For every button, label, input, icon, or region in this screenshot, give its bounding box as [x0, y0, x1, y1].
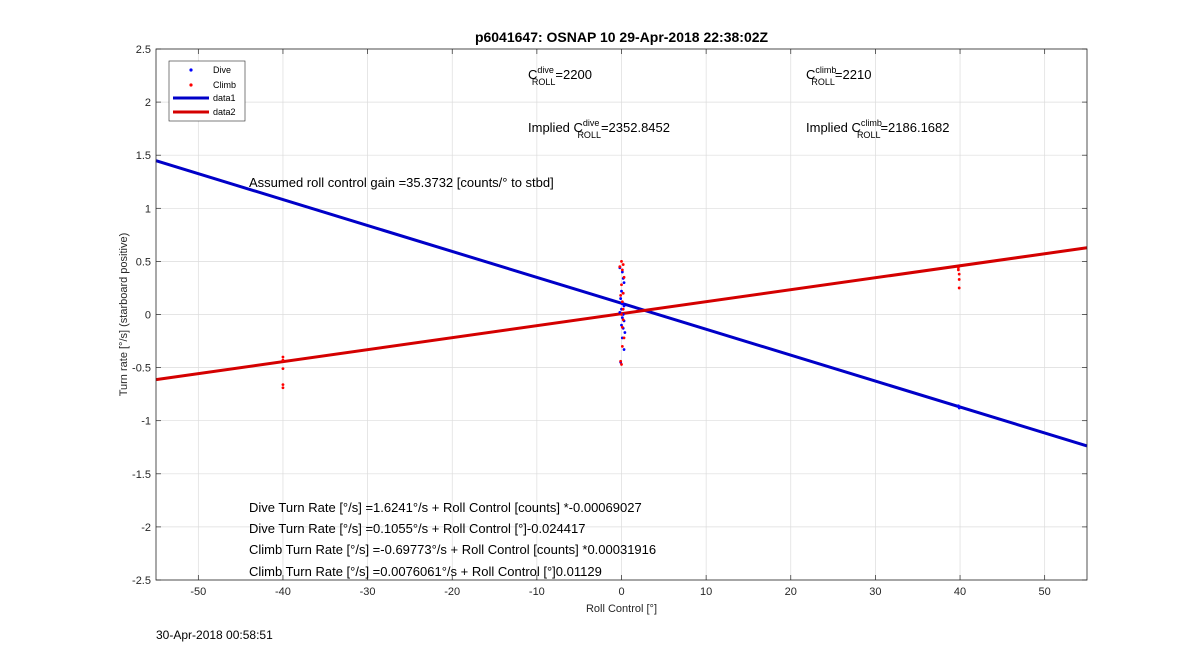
- data-point-climb: [957, 272, 961, 276]
- data-point-climb: [620, 313, 623, 316]
- fit-line-2: Dive Turn Rate [°/s] =0.1055°/s + Roll C…: [249, 521, 585, 536]
- data-point-climb: [957, 278, 961, 281]
- data-point-climb: [957, 286, 961, 290]
- ticks: -50 -40 -30 -20 -10 0 10 20 30 40 50-2.5-2-1.5-1-0…: [132, 44, 1087, 598]
- x-tick-label: 50: [1039, 586, 1051, 598]
- data-point-dive: [957, 406, 961, 410]
- data-point-climb: [620, 300, 624, 304]
- data-point-dive: [620, 270, 624, 274]
- series-layer: [155, 159, 1088, 448]
- fit-line-3: Climb Turn Rate [°/s] =-0.69773°/s + Rol…: [249, 542, 656, 557]
- data-point-dive: [622, 348, 626, 351]
- data-point-dive: [620, 316, 624, 320]
- data-point-climb: [619, 359, 623, 363]
- data-point-dive: [956, 404, 960, 408]
- x-axis-label: Roll Control [°]: [586, 603, 657, 615]
- y-tick-label: -1.5: [132, 469, 151, 481]
- data-point-climb: [620, 325, 624, 329]
- data-point-climb: [281, 383, 285, 386]
- x-tick-label: -50: [190, 586, 206, 598]
- data-point-climb: [620, 268, 624, 272]
- data-point-climb: [621, 307, 625, 311]
- data-point-climb: [622, 275, 626, 279]
- data-point-dive: [619, 297, 623, 300]
- legend-dive-marker: [189, 68, 193, 72]
- legend-climb-label: Climb: [213, 80, 236, 90]
- data-point-dive: [622, 304, 626, 308]
- x-tick-label: -20: [444, 586, 460, 598]
- data-point-climb: [620, 363, 623, 366]
- chart-title: p6041647: OSNAP 10 29-Apr-2018 22:38:02Z: [475, 29, 769, 45]
- y-tick-label: 2: [145, 97, 151, 109]
- legend-data2-label: data2: [213, 107, 236, 117]
- data-point-climb: [620, 260, 623, 263]
- data-point-climb: [956, 266, 960, 270]
- legend-data1-label: data1: [213, 93, 236, 103]
- y-tick-label: -1: [141, 416, 151, 428]
- y-tick-label: -2: [141, 522, 151, 534]
- data-point-climb: [281, 355, 285, 359]
- data-point-dive: [620, 289, 623, 293]
- x-tick-label: -10: [529, 586, 545, 598]
- data-point-climb: [621, 318, 625, 322]
- data-point-dive: [622, 281, 626, 285]
- data-point-climb: [620, 283, 623, 287]
- y-axis-label: Turn rate [°/s] (starboard positive): [118, 233, 130, 397]
- legend-climb-marker: [189, 83, 193, 87]
- y-tick-label: 1: [145, 203, 151, 215]
- data-point-dive: [623, 331, 627, 334]
- c-roll-dive-annotation: Cdive ROLL=2200: [528, 65, 592, 87]
- data-point-climb: [619, 293, 623, 297]
- print-timestamp: 30-Apr-2018 00:58:51: [156, 628, 273, 642]
- x-tick-label: -30: [360, 586, 376, 598]
- y-tick-label: 1.5: [136, 150, 151, 162]
- x-tick-label: -40: [275, 586, 291, 598]
- data-point-climb: [622, 336, 626, 340]
- data-point-climb: [621, 263, 625, 266]
- y-tick-label: 0: [145, 310, 151, 322]
- data-point-climb: [620, 344, 624, 348]
- x-tick-label: 30: [869, 586, 881, 598]
- legend-dive-label: Dive: [213, 65, 231, 75]
- plot-area: -50 -40 -30 -20 -10 0 10 20 30 40 50-2.5-2-1.5-1-0…: [132, 44, 1088, 598]
- y-tick-label: -2.5: [132, 575, 151, 587]
- data-point-dive: [620, 302, 624, 306]
- data-point-climb: [281, 386, 285, 390]
- data-point-climb: [621, 291, 625, 295]
- data-point-dive: [620, 323, 623, 327]
- data-point-climb: [956, 268, 960, 272]
- data-point-climb: [281, 367, 285, 371]
- fit-line-1: Dive Turn Rate [°/s] =1.6241°/s + Roll C…: [249, 500, 642, 515]
- x-tick-label: 10: [700, 586, 712, 598]
- x-tick-label: 40: [954, 586, 966, 598]
- implied-c-roll-climb-annotation: Implied Cclimb ROLL=2186.1682: [806, 118, 950, 140]
- y-tick-label: 2.5: [136, 44, 151, 56]
- data-point-climb: [618, 265, 622, 269]
- x-tick-label: 20: [785, 586, 797, 598]
- data-point-dive: [618, 310, 622, 314]
- data-point-climb: [281, 358, 285, 362]
- roll-gain-annotation: Assumed roll control gain =35.3732 [coun…: [249, 175, 554, 190]
- x-tick-label: 0: [618, 586, 624, 598]
- legend: Dive Climb data1 data2: [168, 60, 246, 122]
- fit-line-4: Climb Turn Rate [°/s] =0.0076061°/s + Ro…: [249, 564, 602, 579]
- c-roll-climb-annotation: Cclimb ROLL=2210: [806, 65, 871, 87]
- implied-c-roll-dive-annotation: Implied Cdive ROLL=2352.8452: [528, 118, 670, 140]
- y-tick-label: 0.5: [136, 256, 151, 268]
- y-tick-label: -0.5: [132, 363, 151, 375]
